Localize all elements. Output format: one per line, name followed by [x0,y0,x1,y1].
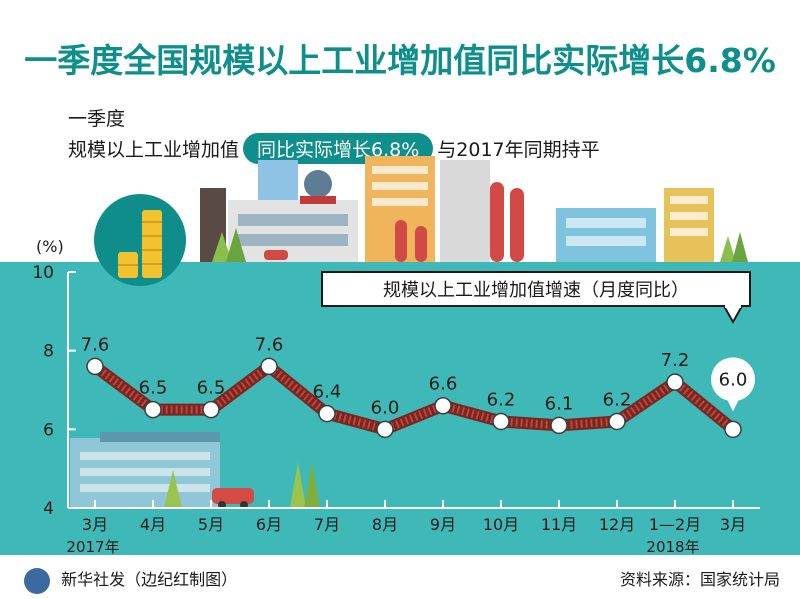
x-tick-label: 3月 [720,515,746,534]
publisher-text: 新华社发（边纪红制图） [61,570,238,589]
chart-title-box: 规模以上工业增加值增速（月度同比） [321,271,751,325]
x-tick-label: 12月 [599,515,635,534]
data-point [492,412,510,431]
coin-stack-icon [94,194,186,286]
publisher-credit: 新华社发（边纪红制图） [24,566,238,594]
data-point [202,400,220,419]
series-line-group [91,360,737,436]
y-tick-label: 6 [43,420,54,440]
subtitle-summary: 规模以上工业增加值 同比实际增长6.8% 与2017年同期持平 [68,132,600,164]
data-label: 6.2 [487,389,516,410]
y-axis-unit-label: (%) [36,237,64,256]
x-axis-ticks: 3月 4月 5月 6月 7月 8月 9月 10月 11月 12月 1—2月 3月 2017年 2018年 [66,500,746,556]
data-label: 7.6 [255,334,284,355]
data-source: 资料来源：国家统计局 [619,570,780,589]
series-line [91,360,737,436]
data-point [318,404,336,423]
subtitle-suffix: 与2017年同期持平 [437,138,600,161]
factory-skyline-illustration [200,156,748,262]
x-tick-label: 11月 [541,515,577,534]
y-tick-label: 4 [43,499,54,519]
x-tick-label: 3月 [82,515,108,534]
chart-axes [67,272,760,509]
data-label: 6.5 [197,378,226,399]
subtitle-prefix: 规模以上工业增加值 [68,138,240,161]
data-label: 6.0 [371,397,400,418]
chart-title: 规模以上工业增加值增速（月度同比） [383,280,689,301]
data-point [608,412,626,431]
data-label: 6.1 [545,393,574,414]
x-tick-label: 1—2月 [649,515,701,534]
data-label: 7.2 [661,350,690,371]
data-point [434,396,452,415]
x-tick-label: 8月 [372,515,398,534]
data-label: 6.2 [603,389,632,410]
subtitle-period: 一季度 [68,108,126,130]
data-label: 6.6 [429,374,458,395]
data-label: 6.0 [719,369,748,390]
data-point [144,400,162,419]
x-tick-label: 4月 [140,515,166,534]
y-axis-ticks: 4 6 8 10 [32,263,76,519]
page-title: 一季度全国规模以上工业增加值同比实际增长6.8% [24,41,776,80]
office-building-illustration [70,432,320,509]
data-label: 7.6 [81,334,110,355]
series-line-stripes [92,362,736,434]
data-label: 6.5 [139,378,168,399]
x-tick-label: 9月 [430,515,456,534]
data-point [666,373,684,391]
x-tick-label: 10月 [483,515,519,534]
data-point [550,416,568,435]
highlight-bubble-pointer [726,397,740,412]
x-tick-label: 6月 [256,515,282,534]
data-label: 6.4 [313,382,342,403]
y-tick-label: 8 [43,342,54,362]
x-tick-label: 7月 [314,515,340,534]
data-point [260,357,278,376]
data-point [376,420,394,439]
year-label: 2018年 [646,538,699,556]
xinhua-logo-icon [24,567,50,594]
x-tick-label: 5月 [198,515,224,534]
data-points-group: 7.6 6.5 6.5 7.6 6.4 6.0 6.6 6.2 6.1 6.2 7.2 6.0 [81,334,755,439]
highlight-bubble [711,357,755,402]
year-label: 2017年 [66,538,119,556]
y-tick-label: 10 [32,263,54,283]
data-point [724,420,742,439]
data-point [86,357,104,376]
